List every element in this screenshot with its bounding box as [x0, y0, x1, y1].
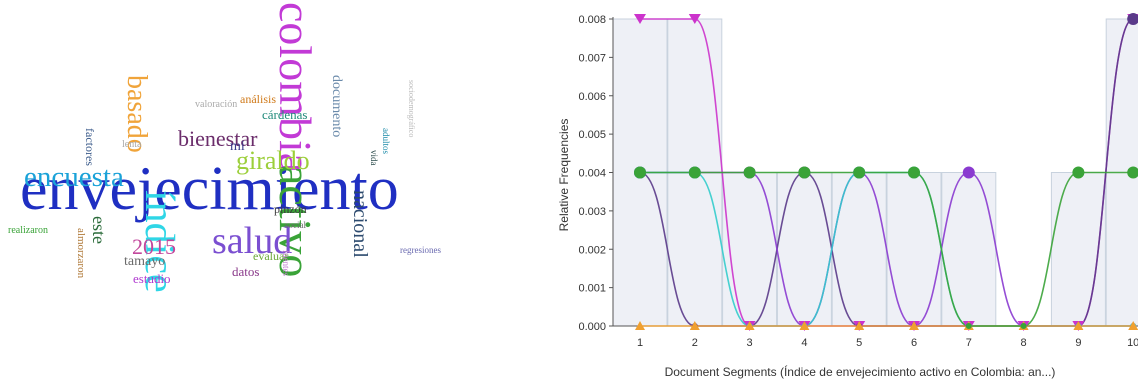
cloud-word: adultos — [381, 128, 391, 154]
x-tick-label: 8 — [1021, 337, 1027, 349]
data-point — [634, 14, 646, 24]
cloud-word: regresiones — [400, 245, 441, 255]
frequency-bar — [722, 172, 778, 327]
x-tick-label: 4 — [801, 337, 807, 349]
cloud-word: 2015 — [132, 234, 176, 259]
x-tick-label: 1 — [637, 337, 643, 349]
cloud-word: pinzón — [274, 202, 307, 216]
x-tick-label: 3 — [747, 337, 753, 349]
cloud-word: sociodemográfico — [407, 80, 416, 138]
y-tick-label: 0.003 — [578, 206, 606, 218]
data-point — [798, 166, 811, 179]
data-point — [634, 166, 646, 179]
cloud-word: evaluar — [253, 249, 289, 263]
data-point — [689, 321, 700, 330]
data-point — [635, 321, 645, 330]
chart-series — [634, 13, 1138, 331]
frequency-bar — [1050, 172, 1106, 327]
frequency-bar — [831, 172, 887, 327]
cloud-word: datos — [232, 264, 260, 279]
x-tick-label: 10 — [1127, 337, 1138, 349]
relative-frequency-chart: 0.000 0.001 0.002 0.003 0.004 0.005 0.006 0.007… — [557, 13, 1138, 379]
y-axis-label: Relative Frequencies — [557, 119, 571, 232]
data-point — [744, 321, 755, 330]
y-tick-label: 0.002 — [578, 244, 606, 256]
cloud-word: documento — [329, 75, 344, 138]
x-tick-label: 5 — [856, 337, 862, 349]
data-point — [1020, 323, 1027, 329]
cloud-word: realizaron — [8, 225, 48, 236]
cloud-word: vida — [369, 150, 379, 166]
data-point — [743, 166, 756, 179]
x-axis-label: Document Segments (Índice de envejecimie… — [665, 364, 1056, 379]
cloud-word: almorzaron — [75, 228, 87, 279]
cloud-word: social — [285, 220, 306, 230]
cloud-word: fuentes — [281, 250, 291, 276]
x-tick-label: 6 — [911, 337, 917, 349]
y-tick-label: 0.005 — [578, 129, 606, 141]
frequency-bars — [612, 18, 1138, 327]
y-tick-label: 0.007 — [578, 52, 606, 64]
cloud-word: factores — [83, 128, 97, 166]
x-tick-label: 2 — [692, 337, 698, 349]
cloud-word: encuesta — [24, 161, 124, 193]
frequency-bar — [776, 172, 832, 327]
data-point — [909, 321, 919, 330]
cloud-word: tamayo — [124, 254, 166, 269]
data-point — [688, 14, 701, 24]
frequency-bar — [941, 172, 997, 327]
cloud-word: nacional — [349, 190, 371, 258]
cloud-word: este — [89, 216, 109, 244]
y-tick-label: 0.004 — [578, 168, 606, 180]
data-point — [1072, 166, 1085, 179]
cloud-word: cárdenas — [262, 107, 308, 122]
y-tick-label: 0.000 — [578, 321, 606, 333]
x-tick-label: 7 — [966, 337, 972, 349]
data-point — [962, 166, 975, 179]
cloud-word: giraldo — [236, 146, 310, 175]
cloud-word: estudio — [133, 271, 171, 286]
cloud-word: análisis — [240, 92, 276, 106]
data-point — [853, 166, 866, 179]
cloud-word: lenta — [122, 139, 142, 150]
cloud-word: valoración — [195, 99, 238, 110]
data-point — [1127, 13, 1138, 25]
data-point — [688, 166, 701, 179]
data-point — [1128, 321, 1138, 330]
data-point — [908, 166, 920, 179]
data-point — [1127, 166, 1138, 179]
word-cloud: envejecimiento colombia activo índice salud e… — [0, 0, 560, 385]
cloud-word: salud — [212, 220, 293, 262]
data-point — [799, 321, 810, 330]
y-tick-label: 0.008 — [578, 14, 606, 26]
cloud-word: bienestar — [178, 126, 258, 151]
data-point — [965, 323, 972, 329]
frequency-bar — [886, 172, 942, 327]
y-tick-label: 0.001 — [578, 283, 606, 295]
cloud-word: envejecimiento — [20, 155, 399, 223]
y-tick-label: 0.006 — [578, 91, 606, 103]
cloud-word: mi — [230, 139, 245, 154]
data-point — [1073, 321, 1084, 330]
data-point — [854, 321, 865, 330]
x-tick-label: 9 — [1075, 337, 1081, 349]
